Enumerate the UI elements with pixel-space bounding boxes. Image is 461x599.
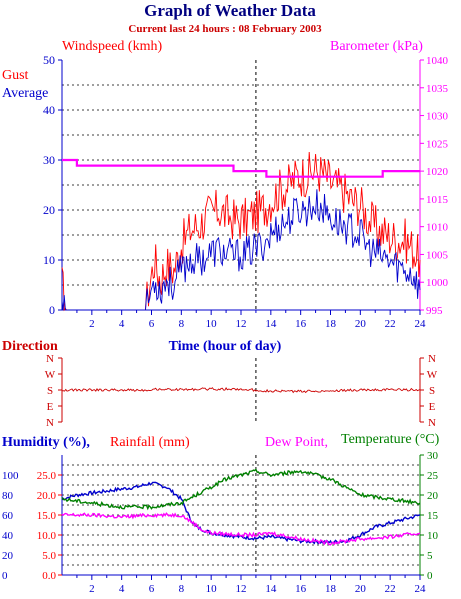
humidity-series-line [61,481,421,545]
direction-ytick-label: S [47,385,53,397]
rainfall-ytick-label: 5.0 [42,550,56,562]
temperature-series-line [61,468,421,511]
humidity-ytick-label: 100 [2,470,19,482]
direction-ytick-label: E [47,401,54,413]
wind-xtick-label: 6 [149,318,155,330]
wind-ytick-label: 30 [43,153,55,167]
rainfall-ytick-label: 20.0 [37,490,57,502]
wind-y2tick-label: 1000 [426,277,449,289]
humidity-panel: 0 20 40 60 80 100 0.0 5.0 10.0 15.0 20.0 25.0 0 5 10 15… [2,432,440,595]
average-series-line [61,189,421,311]
legend-average: Average [2,86,48,101]
wind-xtick-label: 2 [89,318,95,330]
temperature-ytick-label: 15 [427,510,439,522]
rainfall-ytick-label: 15.0 [37,510,57,522]
temperature-ytick-label: 0 [427,570,433,582]
temperature-ytick-label: 20 [427,490,439,502]
humidity-ytick-label: 80 [2,490,14,502]
wind-panel: 0102030405099510001005101010151020102510… [2,39,449,354]
direction-ytick-label: S [429,385,435,397]
wind-ytick-label: 20 [43,203,55,217]
wind-xtick-label: 24 [415,318,427,330]
direction-ytick-label: W [427,369,438,381]
humidity-xtick-label: 10 [206,583,218,595]
temperature-ytick-label: 5 [427,550,433,562]
direction-ytick-label: E [429,401,436,413]
humidity-xtick-label: 14 [265,583,277,595]
direction-ytick-label: W [45,369,56,381]
direction-series-line [61,387,421,394]
temperature-ytick-label: 30 [427,450,439,462]
direction-ytick-label: N [46,417,54,429]
wind-xtick-label: 12 [236,318,247,330]
wind-xtick-label: 10 [206,318,218,330]
chart-title: Graph of Weather Data [144,1,316,20]
humidity-xtick-label: 8 [179,583,185,595]
humidity-xtick-label: 12 [236,583,247,595]
barometer-axis-label: Barometer (kPa) [330,39,423,54]
dew_point-series-line [61,512,421,546]
direction-axis-label: Direction [2,339,58,354]
wind-xtick-label: 4 [119,318,125,330]
wind-y2tick-label: 995 [426,305,443,317]
time-axis-label: Time (hour of day) [169,339,282,354]
wind-xtick-label: 8 [179,318,185,330]
wind-xtick-label: 18 [325,318,337,330]
dew-point-axis-label: Dew Point, [265,435,328,450]
wind-y2tick-label: 1010 [426,222,449,234]
humidity-ytick-label: 0 [2,570,8,582]
humidity-xtick-label: 18 [325,583,337,595]
humidity-xtick-label: 24 [415,583,427,595]
barometer-series-line [62,158,420,178]
wind-y2tick-label: 1015 [426,194,449,206]
humidity-ytick-label: 20 [2,550,14,562]
wind-y2tick-label: 1035 [426,83,449,95]
wind-y2tick-label: 1025 [426,138,449,150]
wind-y2tick-label: 1005 [426,249,449,261]
wind-xtick-label: 14 [265,318,277,330]
humidity-xtick-label: 6 [149,583,155,595]
rainfall-ytick-label: 25.0 [37,470,57,482]
humidity-ytick-label: 60 [2,510,14,522]
wind-xtick-label: 20 [355,318,367,330]
wind-y2tick-label: 1020 [426,166,449,178]
windspeed-axis-label: Windspeed (kmh) [62,39,162,54]
wind-xtick-label: 16 [295,318,307,330]
humidity-xtick-label: 16 [295,583,307,595]
temperature-axis-label: Temperature (°C) [341,432,440,447]
humidity-xtick-label: 22 [385,583,396,595]
direction-ytick-label: N [46,353,54,365]
wind-ytick-label: 50 [43,53,55,67]
chart-subtitle: Current last 24 hours : 08 February 2003 [128,23,322,35]
rainfall-axis-label: Rainfall (mm) [110,435,190,450]
wind-y2tick-label: 1030 [426,111,449,123]
temperature-ytick-label: 10 [427,530,439,542]
temperature-ytick-label: 25 [427,470,439,482]
wind-xtick-label: 22 [385,318,396,330]
rainfall-ytick-label: 0.0 [42,570,56,582]
wind-ytick-label: 0 [49,303,55,317]
wind-ytick-label: 10 [43,253,55,267]
humidity-xtick-label: 2 [89,583,95,595]
humidity-xtick-label: 4 [119,583,125,595]
wind-y2tick-label: 1040 [426,55,449,67]
rainfall-ytick-label: 10.0 [37,530,57,542]
humidity-axis-label: Humidity (%), [2,435,90,450]
direction-ytick-label: N [428,417,436,429]
legend-gust: Gust [2,68,29,83]
wind-ytick-label: 40 [43,103,55,117]
humidity-ytick-label: 40 [2,530,14,542]
direction-ytick-label: N [428,353,436,365]
humidity-xtick-label: 20 [355,583,367,595]
